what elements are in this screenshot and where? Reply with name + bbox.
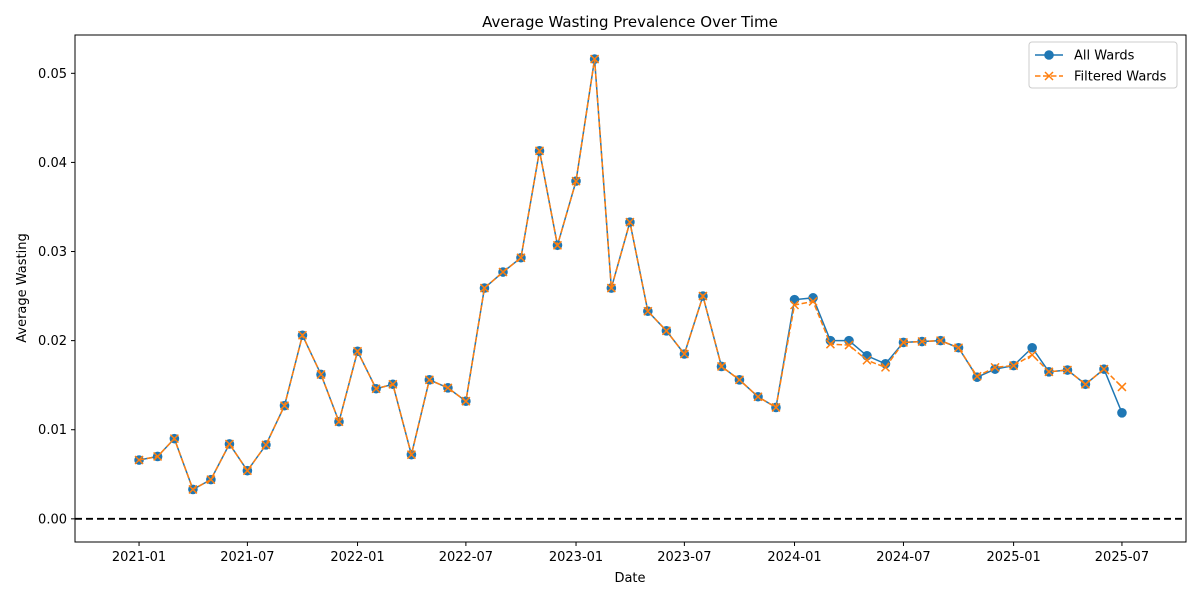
data-point bbox=[734, 375, 744, 385]
data-point bbox=[424, 375, 434, 385]
data-point bbox=[808, 296, 818, 306]
y-tick-label: 0.03 bbox=[38, 245, 67, 260]
data-point bbox=[516, 253, 526, 263]
series-layer bbox=[134, 54, 1127, 495]
x-tick-label: 2023-07 bbox=[657, 550, 711, 565]
data-point bbox=[844, 340, 854, 350]
chart-title: Average Wasting Prevalence Over Time bbox=[482, 13, 778, 31]
data-point bbox=[606, 283, 616, 293]
data-point bbox=[443, 383, 453, 393]
x-tick-label: 2023-01 bbox=[549, 550, 603, 565]
data-point bbox=[406, 450, 416, 460]
data-point bbox=[316, 369, 326, 380]
x-axis-ticks: 2021-01 2021-07 2022-01 2022-07 2023-01 2023-… bbox=[112, 542, 1149, 565]
x-tick-label: 2024-01 bbox=[767, 550, 821, 565]
data-point bbox=[461, 396, 471, 406]
data-point bbox=[698, 291, 708, 301]
y-tick-label: 0.00 bbox=[38, 512, 67, 527]
data-point bbox=[862, 350, 872, 361]
data-point bbox=[188, 484, 198, 494]
data-point bbox=[716, 361, 727, 371]
data-point bbox=[1009, 361, 1019, 371]
data-point bbox=[571, 176, 581, 186]
data-point bbox=[534, 146, 545, 156]
data-point bbox=[279, 401, 290, 411]
y-tick-label: 0.02 bbox=[38, 334, 67, 349]
data-point bbox=[261, 440, 271, 450]
data-point bbox=[917, 336, 927, 347]
data-point bbox=[353, 346, 363, 356]
data-point bbox=[206, 475, 216, 485]
legend-marker bbox=[1044, 71, 1054, 81]
data-point bbox=[898, 337, 908, 347]
y-tick-label: 0.04 bbox=[38, 156, 67, 171]
series-1 bbox=[134, 54, 1127, 494]
data-point bbox=[1062, 365, 1073, 375]
y-tick-label: 0.01 bbox=[38, 423, 67, 438]
data-point bbox=[936, 336, 946, 346]
legend-marker bbox=[1044, 50, 1054, 60]
data-point bbox=[679, 349, 689, 359]
data-point bbox=[334, 417, 344, 427]
data-point bbox=[224, 439, 234, 449]
data-point bbox=[1027, 342, 1037, 353]
data-point bbox=[1027, 350, 1037, 360]
data-point bbox=[153, 451, 163, 461]
data-point bbox=[1080, 379, 1090, 389]
legend-frame bbox=[1028, 41, 1178, 89]
data-point bbox=[825, 339, 835, 349]
x-tick-label: 2022-07 bbox=[439, 550, 493, 565]
x-tick-label: 2021-07 bbox=[220, 550, 274, 565]
legend: All Wards Filtered Wards bbox=[1028, 41, 1178, 89]
data-point bbox=[789, 300, 800, 310]
y-axis-ticks: 0.00 0.01 0.02 0.03 0.04 0.05 bbox=[38, 67, 75, 527]
data-point bbox=[169, 434, 179, 444]
legend-label: Filtered Wards bbox=[1074, 70, 1167, 85]
data-point bbox=[242, 466, 252, 476]
data-point bbox=[297, 330, 307, 340]
data-point bbox=[1117, 382, 1127, 392]
data-point bbox=[661, 326, 671, 336]
data-point bbox=[134, 455, 144, 465]
data-point bbox=[498, 267, 508, 277]
data-point bbox=[590, 54, 600, 64]
plot-area bbox=[75, 35, 1186, 542]
legend-label: All Wards bbox=[1074, 49, 1135, 64]
x-tick-label: 2022-01 bbox=[330, 550, 384, 565]
data-point bbox=[862, 355, 872, 365]
data-point bbox=[972, 371, 982, 381]
data-point bbox=[371, 384, 381, 394]
x-axis-title: Date bbox=[614, 571, 645, 586]
x-tick-label: 2025-07 bbox=[1095, 550, 1149, 565]
x-tick-label: 2024-07 bbox=[876, 550, 930, 565]
y-tick-label: 0.05 bbox=[38, 67, 67, 82]
data-point bbox=[643, 306, 653, 316]
data-point bbox=[954, 343, 964, 353]
y-axis-title: Average Wasting bbox=[15, 233, 30, 342]
x-tick-label: 2025-01 bbox=[986, 550, 1040, 565]
data-point bbox=[479, 283, 489, 293]
plot-frame bbox=[74, 34, 1187, 543]
data-point bbox=[844, 335, 854, 346]
data-point bbox=[625, 217, 635, 227]
data-point bbox=[753, 392, 763, 402]
data-point bbox=[1117, 407, 1127, 418]
data-point bbox=[771, 402, 781, 412]
data-point bbox=[552, 240, 563, 250]
data-point bbox=[880, 362, 891, 372]
x-tick-label: 2021-01 bbox=[112, 550, 166, 565]
data-point bbox=[1044, 367, 1054, 377]
data-point bbox=[388, 379, 398, 389]
data-point bbox=[990, 362, 1000, 372]
data-point bbox=[1099, 364, 1109, 374]
